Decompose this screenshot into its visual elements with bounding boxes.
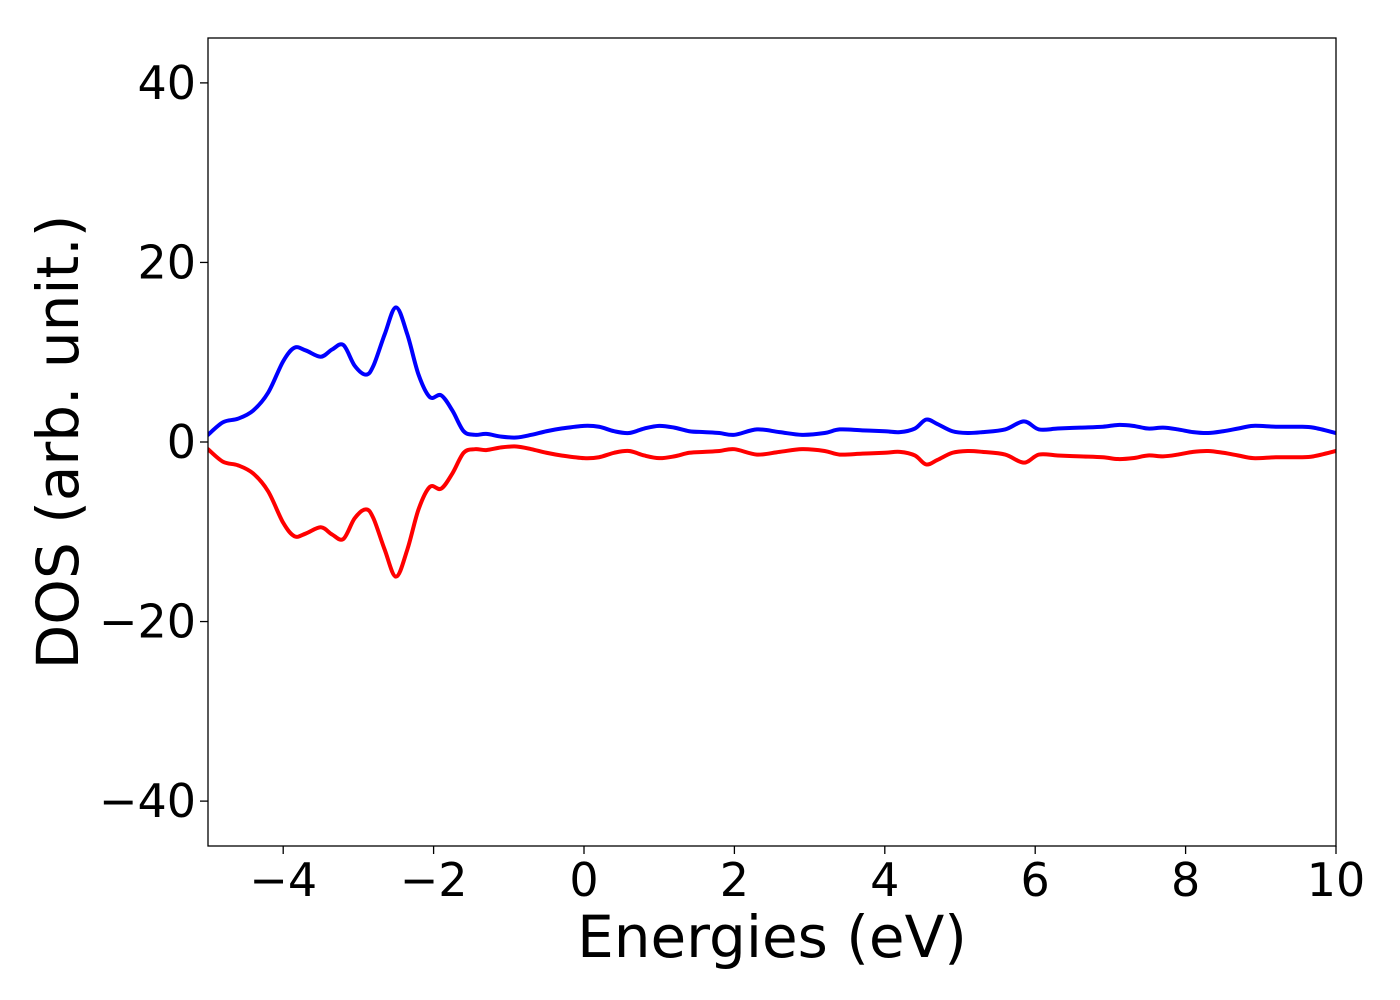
y-tick-label: 0 — [167, 415, 196, 469]
series-layer — [208, 305, 1336, 579]
x-tick-label: 6 — [1021, 853, 1050, 907]
y-tick-label: 20 — [137, 235, 196, 289]
y-tick-label: −20 — [99, 595, 196, 649]
x-axis: −4 −2 0 2 4 6 8 10 — [249, 846, 1365, 907]
x-tick-label: 8 — [1171, 853, 1200, 907]
x-tick-label: 2 — [720, 853, 749, 907]
y-tick-label: −40 — [99, 774, 196, 828]
x-axis-title: Energies (eV) — [577, 903, 967, 971]
x-tick-label: 10 — [1307, 853, 1366, 907]
series-line-2 — [208, 444, 1336, 579]
x-tick-label: −2 — [400, 853, 468, 907]
y-tick-label: 40 — [137, 56, 196, 110]
x-tick-label: −4 — [249, 853, 317, 907]
y-axis: 40 20 0 −20 −40 — [99, 56, 208, 828]
x-tick-label: 0 — [569, 853, 598, 907]
series-line-1 — [208, 305, 1336, 440]
y-axis-title: DOS (arb. unit.) — [24, 215, 92, 670]
x-tick-label: 4 — [870, 853, 899, 907]
